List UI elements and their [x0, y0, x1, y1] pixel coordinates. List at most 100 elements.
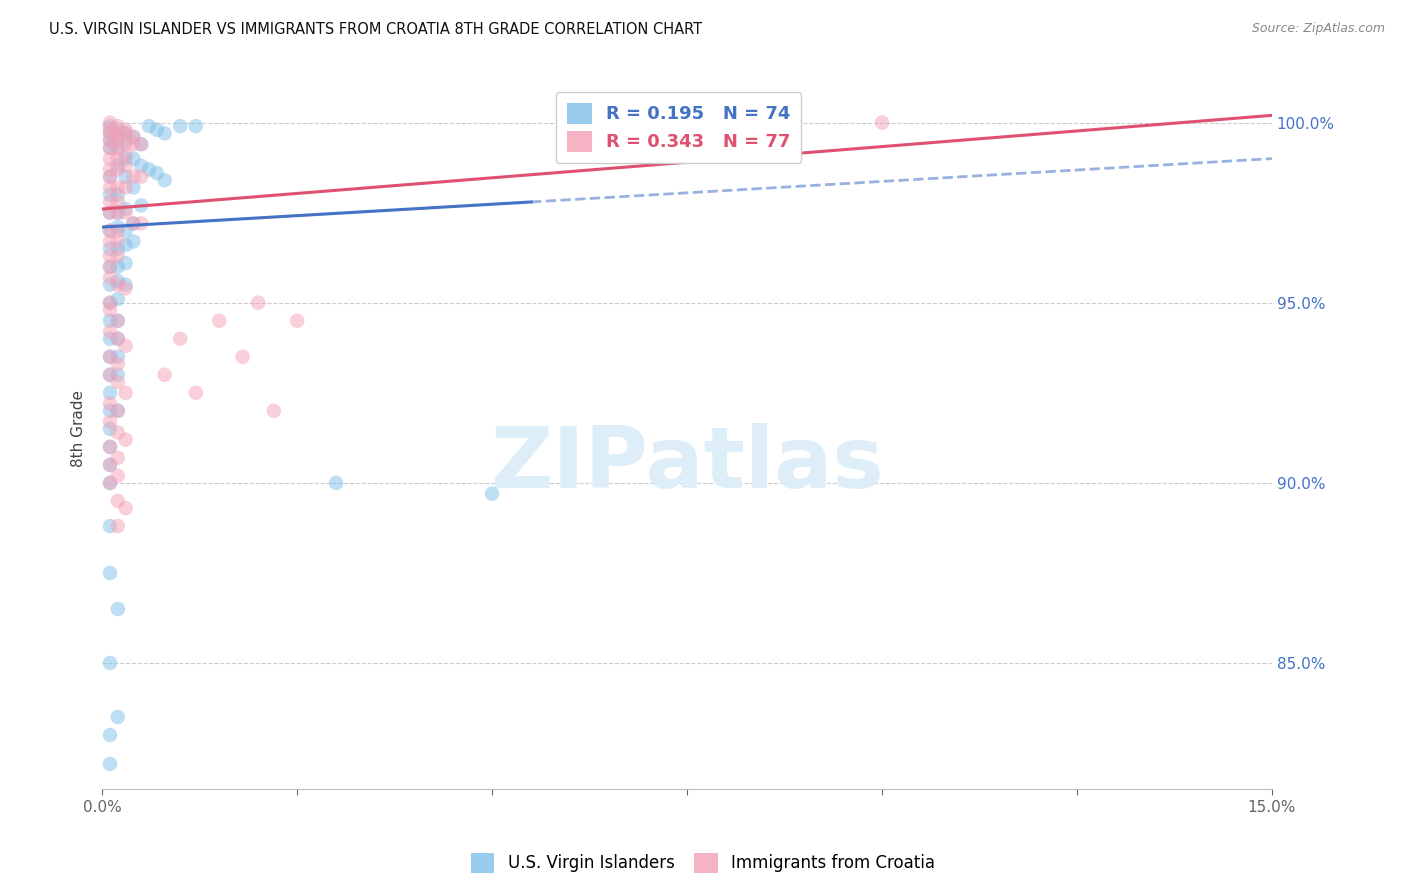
Point [98, 224, 121, 238]
Point [129, 217, 152, 231]
Point [107, 205, 129, 219]
Point [247, 295, 270, 310]
Point [98, 270, 121, 285]
Point [114, 152, 136, 166]
Point [98, 141, 121, 155]
Point [107, 205, 129, 219]
Point [98, 141, 121, 155]
Point [107, 357, 129, 371]
Point [870, 115, 893, 129]
Point [98, 115, 121, 129]
Point [146, 122, 169, 136]
Point [114, 202, 136, 216]
Point [122, 130, 145, 145]
Point [98, 458, 121, 472]
Point [138, 119, 160, 133]
Text: Source: ZipAtlas.com: Source: ZipAtlas.com [1251, 22, 1385, 36]
Point [98, 350, 121, 364]
Point [98, 566, 121, 580]
Point [129, 169, 152, 184]
Point [98, 302, 121, 317]
Point [98, 415, 121, 429]
Point [98, 756, 121, 771]
Point [98, 260, 121, 274]
Point [325, 475, 347, 490]
Point [107, 368, 129, 382]
Point [122, 217, 145, 231]
Point [107, 180, 129, 194]
Point [169, 119, 191, 133]
Point [153, 368, 176, 382]
Point [98, 224, 121, 238]
Point [107, 494, 129, 508]
Point [138, 162, 160, 177]
Point [98, 314, 121, 328]
Point [114, 127, 136, 141]
Legend: U.S. Virgin Islanders, Immigrants from Croatia: U.S. Virgin Islanders, Immigrants from C… [464, 847, 942, 880]
Point [129, 159, 152, 173]
Point [107, 519, 129, 533]
Point [107, 187, 129, 202]
Point [107, 277, 129, 292]
Legend: R = 0.195   N = 74, R = 0.343   N = 77: R = 0.195 N = 74, R = 0.343 N = 77 [555, 92, 801, 162]
Point [263, 404, 285, 418]
Point [107, 127, 129, 141]
Point [107, 194, 129, 209]
Point [98, 119, 121, 133]
Text: U.S. VIRGIN ISLANDER VS IMMIGRANTS FROM CROATIA 8TH GRADE CORRELATION CHART: U.S. VIRGIN ISLANDER VS IMMIGRANTS FROM … [49, 22, 703, 37]
Point [98, 475, 121, 490]
Point [107, 249, 129, 263]
Point [107, 468, 129, 483]
Point [98, 295, 121, 310]
Point [114, 238, 136, 252]
Point [114, 501, 136, 516]
Point [107, 159, 129, 173]
Point [107, 375, 129, 389]
Point [98, 396, 121, 410]
Point [107, 314, 129, 328]
Point [98, 169, 121, 184]
Point [122, 169, 145, 184]
Point [107, 274, 129, 288]
Point [232, 350, 254, 364]
Point [107, 350, 129, 364]
Point [114, 205, 136, 219]
Point [122, 152, 145, 166]
Point [98, 656, 121, 670]
Point [153, 127, 176, 141]
Point [114, 134, 136, 148]
Point [122, 217, 145, 231]
Point [481, 486, 503, 500]
Point [146, 166, 169, 180]
Point [98, 152, 121, 166]
Point [98, 260, 121, 274]
Text: ZIPatlas: ZIPatlas [491, 424, 884, 507]
Point [114, 256, 136, 270]
Point [107, 404, 129, 418]
Point [114, 339, 136, 353]
Point [114, 127, 136, 141]
Point [107, 134, 129, 148]
Point [107, 224, 129, 238]
Point [107, 162, 129, 177]
Point [98, 134, 121, 148]
Point [114, 385, 136, 400]
Point [98, 194, 121, 209]
Point [184, 385, 207, 400]
Point [129, 137, 152, 152]
Point [98, 134, 121, 148]
Point [98, 728, 121, 742]
Point [98, 187, 121, 202]
Point [98, 440, 121, 454]
Point [208, 314, 231, 328]
Point [114, 277, 136, 292]
Point [98, 235, 121, 249]
Point [98, 385, 121, 400]
Point [122, 130, 145, 145]
Point [107, 425, 129, 440]
Y-axis label: 8th Grade: 8th Grade [72, 391, 86, 467]
Point [129, 137, 152, 152]
Point [107, 130, 129, 145]
Point [107, 404, 129, 418]
Point [98, 249, 121, 263]
